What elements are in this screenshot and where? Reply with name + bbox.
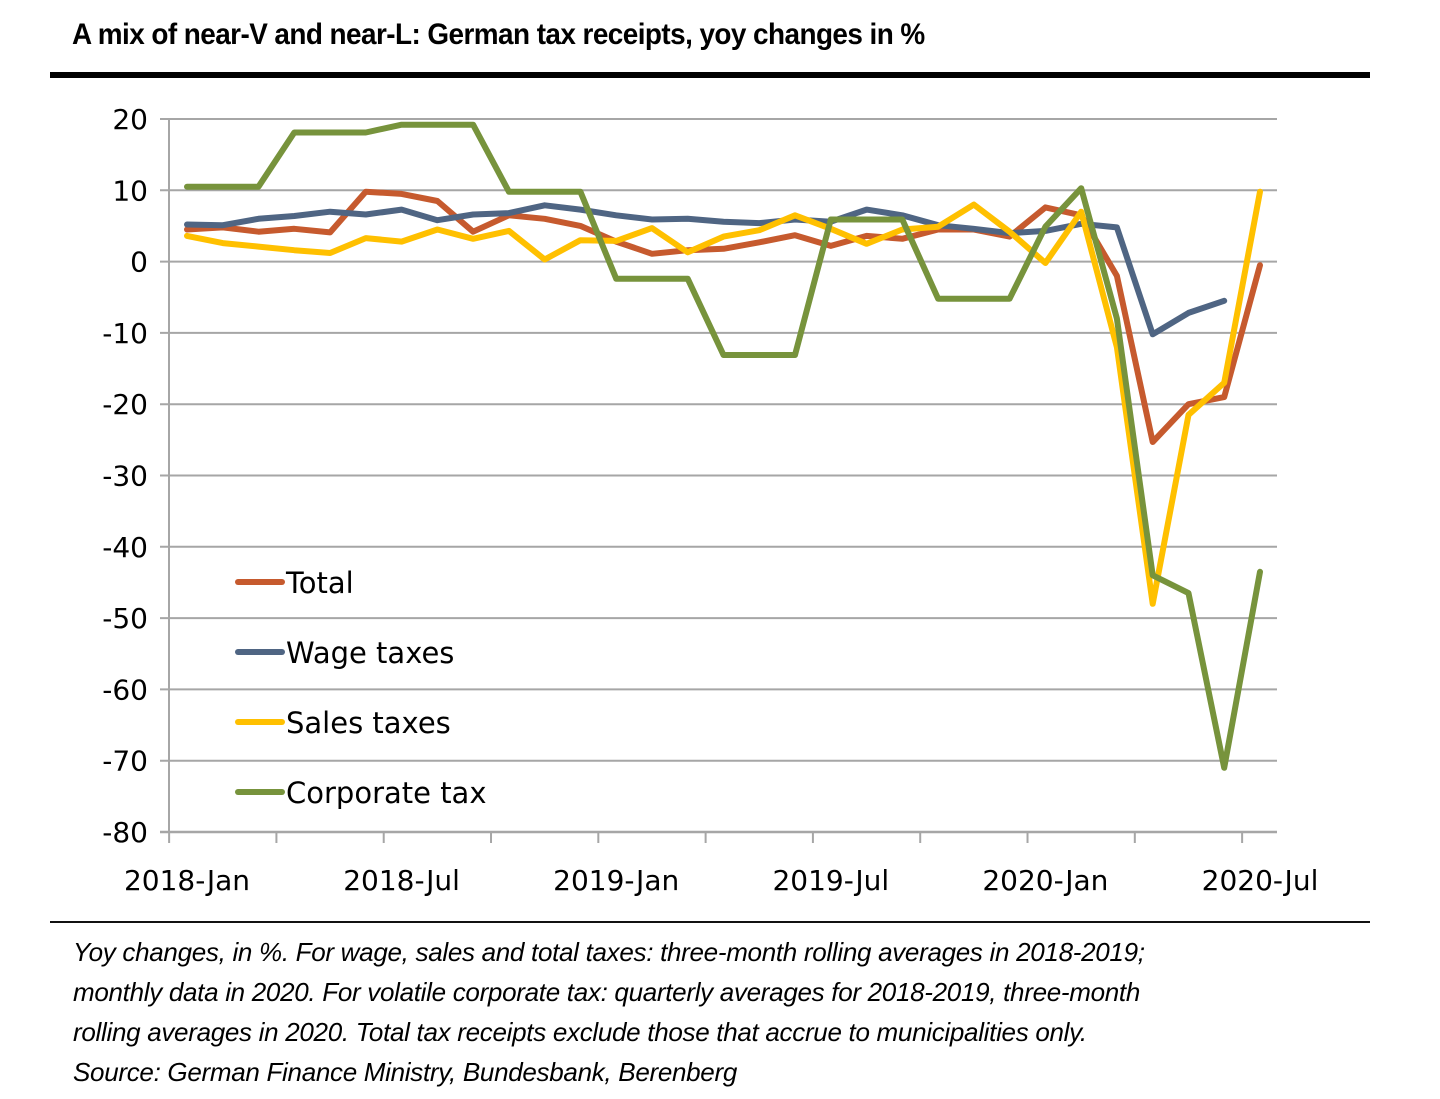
footnote-line: rolling averages in 2020. Total tax rece…	[73, 1017, 1087, 1047]
legend-label: Corporate tax	[286, 776, 487, 810]
title-rule	[50, 72, 1370, 78]
chart-title: A mix of near-V and near-L: German tax r…	[72, 18, 925, 51]
legend: Total Wage taxes Sales taxes Corporate tax	[235, 566, 487, 810]
legend-item: Sales taxes	[235, 706, 451, 740]
footnote-rule	[50, 921, 1370, 923]
series-line-corporate-tax	[184, 121, 1263, 771]
y-axis: 20 10 0 -10 -20 -30 -40 -50 -60 -70 -80	[102, 103, 170, 849]
legend-label: Total	[285, 566, 354, 600]
series-lines	[184, 121, 1263, 771]
x-tick-label: 2020-Jul	[1202, 864, 1319, 897]
y-tick-label: -70	[102, 745, 148, 778]
x-tick-label: 2020-Jan	[982, 864, 1108, 897]
x-axis: 2018-Jan 2018-Jul 2019-Jan 2019-Jul 2020-Jan…	[124, 830, 1319, 897]
x-tick-label: 2019-Jul	[772, 864, 889, 897]
footnote-line: Yoy changes, in %. For wage, sales and t…	[73, 937, 1145, 967]
series-line-wage-taxes	[184, 202, 1228, 338]
y-tick-label: 20	[112, 103, 148, 136]
x-tick-label: 2018-Jul	[343, 864, 460, 897]
legend-item: Corporate tax	[235, 776, 487, 810]
legend-item: Wage taxes	[235, 636, 454, 670]
footnote-line: monthly data in 2020. For volatile corpo…	[73, 977, 1141, 1007]
y-tick-label: -20	[102, 388, 148, 421]
footnote: Yoy changes, in %. For wage, sales and t…	[73, 932, 1345, 1092]
y-tick-label: 0	[130, 246, 148, 279]
footnote-source: Source: German Finance Ministry, Bundesb…	[73, 1057, 737, 1087]
legend-item: Total	[235, 566, 354, 600]
y-tick-label: -10	[102, 317, 148, 350]
y-tick-label: 10	[112, 174, 148, 207]
y-tick-label: -50	[102, 602, 148, 635]
y-tick-label: -60	[102, 673, 148, 706]
x-tick-label: 2019-Jan	[553, 864, 679, 897]
y-tick-label: -40	[102, 531, 148, 564]
series-line-sales-taxes	[184, 188, 1263, 607]
x-tick-label: 2018-Jan	[124, 864, 250, 897]
legend-label: Sales taxes	[286, 706, 451, 740]
y-tick-label: -80	[102, 816, 148, 849]
y-tick-label: -30	[102, 460, 148, 493]
legend-label: Wage taxes	[286, 636, 454, 670]
